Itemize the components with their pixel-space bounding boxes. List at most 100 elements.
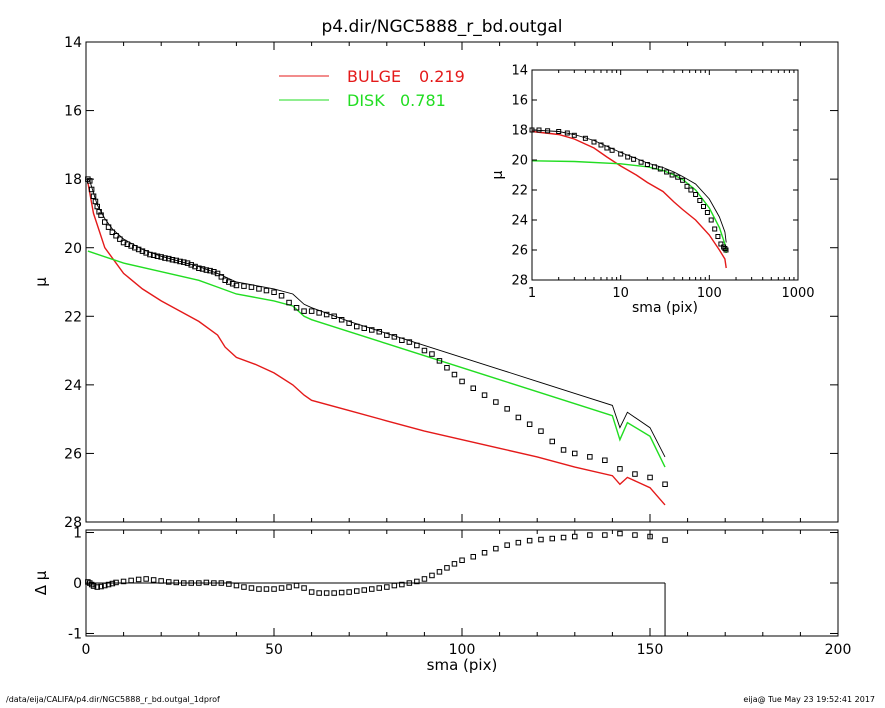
inset-series-data-point xyxy=(631,156,637,162)
main-series-data-point xyxy=(504,406,510,412)
residual-series-residual-point xyxy=(150,577,157,583)
residual-series-residual-point xyxy=(233,582,240,589)
inset-frame xyxy=(531,69,799,281)
main-ytick-label: 14 xyxy=(64,35,82,51)
residual-series-residual-point xyxy=(248,585,255,591)
inset-series-data-point xyxy=(697,198,703,203)
residual-series-residual-point xyxy=(293,582,300,589)
residual-series-residual-point xyxy=(376,585,382,591)
main-series-data-point xyxy=(376,329,382,335)
main-ytick-label: 20 xyxy=(64,241,82,257)
main-series-data-point xyxy=(414,342,420,349)
residual-series-residual-point xyxy=(451,561,458,567)
residual-series-residual-point xyxy=(399,581,405,588)
residual-xtick-label: 50 xyxy=(265,642,283,658)
inset-series-data-point xyxy=(564,130,570,136)
inset-series-data-point xyxy=(609,147,615,153)
main-series-data-point xyxy=(233,282,240,289)
main-series-data-point xyxy=(429,351,435,357)
main-series-data-point xyxy=(436,358,443,364)
main-series-data-point xyxy=(263,287,270,294)
main-series-data-point xyxy=(105,224,112,230)
main-ytick-label: 16 xyxy=(64,104,82,120)
main-series-data-point xyxy=(421,347,428,354)
main-series-data-point xyxy=(120,239,127,246)
main-series-data-point xyxy=(192,263,198,270)
inset-ylabel: μ xyxy=(490,170,506,179)
residual-series-residual-point xyxy=(226,581,232,587)
main-series-data-point xyxy=(481,392,488,398)
residual-series-residual-point xyxy=(120,578,127,585)
main-series-data-point xyxy=(203,267,210,273)
main-series-data-point xyxy=(301,308,307,314)
residual-series-residual-point xyxy=(444,565,450,571)
inset-ytick-label: 26 xyxy=(511,244,528,259)
main-series-data-point xyxy=(109,229,116,235)
residual-series-residual-point xyxy=(338,589,345,596)
inset-series-data-point xyxy=(571,132,577,138)
inset-series-data-point xyxy=(718,241,724,247)
main-series-data-point xyxy=(560,447,567,453)
inset-series-data-point xyxy=(675,174,681,180)
main-series-data-point xyxy=(169,257,176,263)
inset-series-data-point xyxy=(693,192,699,197)
residual-series-residual-point xyxy=(560,534,567,541)
residual-series-residual-point xyxy=(369,586,375,592)
main-series-data-point xyxy=(632,471,638,477)
residual-series-residual-point xyxy=(301,585,307,591)
main-series-data-point xyxy=(459,378,465,385)
main-series-data-point xyxy=(384,332,390,338)
residual-series-residual-point xyxy=(113,579,119,586)
inset-series-data-point xyxy=(625,154,631,160)
inset-series-disk-line xyxy=(531,160,727,254)
inset-series-data-point xyxy=(582,135,588,141)
inset-xtick-label: 100 xyxy=(697,286,722,301)
residual-series-residual-point xyxy=(241,584,247,590)
inset-series-total-line xyxy=(531,129,727,243)
main-ytick-label: 28 xyxy=(64,515,82,531)
inset-xtick-label: 1000 xyxy=(781,286,814,301)
main-ytick-label: 26 xyxy=(64,446,82,462)
main-series-data-point xyxy=(470,385,476,391)
inset-series-data-point xyxy=(556,129,562,134)
inset-series-bulge-line xyxy=(531,130,727,269)
residual-series-residual-point xyxy=(173,579,179,586)
inset-series-data-point xyxy=(545,128,551,134)
residual-series-residual-point xyxy=(94,584,100,590)
residual-series-residual-point xyxy=(632,532,638,538)
main-series-data-point xyxy=(662,481,668,487)
residual-series-residual-point xyxy=(662,537,668,543)
main-series-data-point xyxy=(181,259,187,265)
inset-series-data-point xyxy=(644,162,650,167)
residual-series-residual-point xyxy=(316,590,322,596)
inset-series-data-point xyxy=(598,142,604,148)
main-series-data-point xyxy=(147,251,153,258)
main-series-data-point xyxy=(94,203,100,210)
residual-ytick-label: -1 xyxy=(68,627,82,643)
main-series-data-point xyxy=(346,320,352,326)
main-series-data-point xyxy=(256,286,262,292)
main-series-data-point xyxy=(113,233,119,239)
main-series-data-point xyxy=(154,253,161,259)
inset-series-data-point xyxy=(715,234,721,239)
main-series-data-point xyxy=(162,255,168,261)
legend-label-disk: DISK xyxy=(347,91,385,110)
main-series-data-point xyxy=(406,339,413,345)
main-series-data-point xyxy=(214,270,221,277)
main-series-data-point xyxy=(354,323,360,330)
residual-series-residual-point xyxy=(263,586,270,592)
residual-series-residual-point xyxy=(166,579,172,585)
main-series-data-point xyxy=(92,198,99,205)
residual-series-residual-point xyxy=(602,532,608,538)
plot-title: p4.dir/NGC5888_r_bd.outgal xyxy=(321,17,562,37)
residual-ylabel: Δ μ xyxy=(32,570,50,595)
main-series-data-point xyxy=(602,457,608,463)
residual-series-residual-point xyxy=(308,589,315,595)
residual-series-residual-point xyxy=(526,537,533,544)
residual-series-residual-point xyxy=(481,550,488,556)
residual-ytick-label: 1 xyxy=(73,526,82,542)
residual-xtick-label: 200 xyxy=(825,642,852,658)
main-series-data-point xyxy=(493,399,499,405)
residual-xlabel: sma (pix) xyxy=(427,656,498,674)
